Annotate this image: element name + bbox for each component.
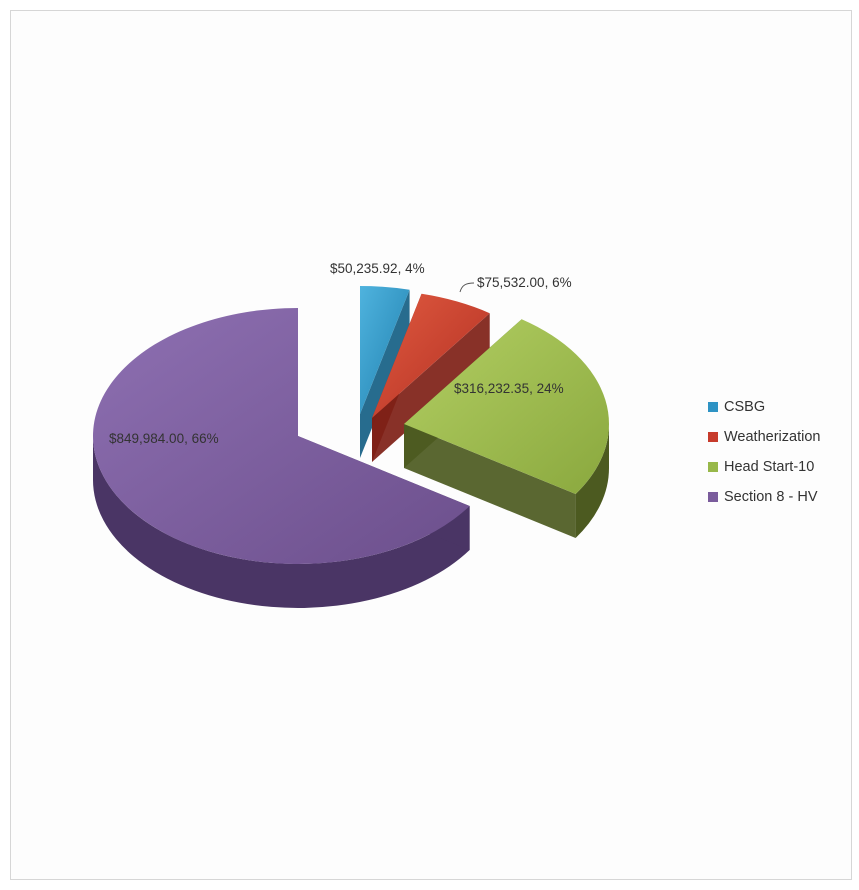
pie-slice-side-head-start-10 (575, 424, 609, 539)
data-label-weatherization: $75,532.00, 6% (477, 275, 572, 290)
pie-slice-top-csbg (360, 286, 410, 414)
legend-swatch-section-8-hv (708, 492, 718, 502)
legend-swatch-weatherization (708, 432, 718, 442)
pie-slice-side-section-8-hv (93, 436, 470, 608)
legend-swatch-csbg (708, 402, 718, 412)
legend-label-head-start-10: Head Start-10 (724, 459, 815, 475)
pie-slice-cut-csbg (360, 289, 410, 458)
legend-label-csbg: CSBG (724, 399, 766, 415)
legend-item-csbg: CSBG (708, 392, 820, 422)
legend-item-head-start-10: Head Start-10 (708, 452, 820, 482)
pie-slice-cut-weatherization (372, 313, 490, 462)
data-label-head-start-10: $316,232.35, 24% (454, 381, 564, 396)
pie-slice-top-section-8-hv (92, 308, 470, 564)
data-label-csbg: $50,235.92, 4% (330, 261, 425, 276)
legend-swatch-head-start-10 (708, 462, 718, 472)
legend-label-weatherization: Weatherization (724, 429, 821, 445)
legend-item-section-8-hv: Section 8 - HV (708, 482, 820, 512)
legend-item-weatherization: Weatherization (708, 422, 820, 452)
pie-slice-weatherization (372, 293, 490, 462)
legend-label-section-8-hv: Section 8 - HV (724, 489, 818, 505)
pie-slice-csbg (360, 286, 410, 458)
leader-line-weatherization (459, 282, 475, 293)
pie-slice-head-start-10 (404, 319, 609, 539)
data-label-section-8-hv: $849,984.00, 66% (109, 431, 219, 446)
pie-slice-cut-head-start-10 (404, 424, 576, 539)
chart-legend: CSBG Weatherization Head Start-10 Section 8… (708, 392, 820, 512)
pie-slice-top-head-start-10 (404, 319, 609, 495)
pie-slice-top-weatherization (372, 293, 490, 418)
pie-slice-section-8-hv (92, 308, 470, 608)
